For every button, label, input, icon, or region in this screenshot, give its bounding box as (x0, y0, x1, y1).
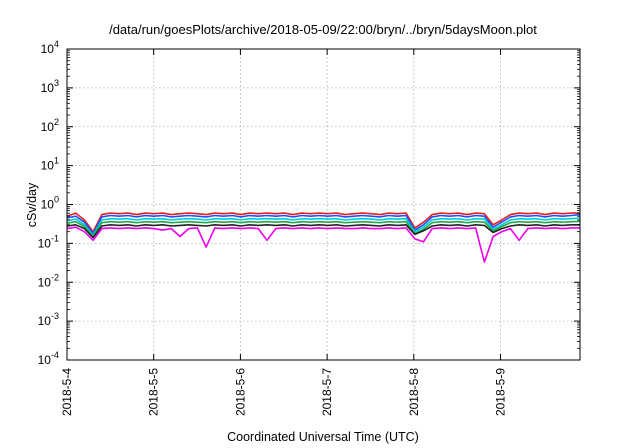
y-tick-label: 10-3 (38, 311, 59, 328)
x-tick-label: 2018-5-7 (320, 368, 334, 416)
series-line (66, 226, 580, 263)
y-tick-label: 10-1 (38, 233, 59, 250)
series-line (66, 217, 581, 237)
series-line (66, 224, 580, 239)
x-tick-label: 2018-5-8 (407, 368, 421, 416)
y-tick-label: 103 (41, 78, 59, 95)
series-line (66, 220, 581, 238)
x-tick-label: 2018-5-5 (147, 368, 161, 416)
y-tick-label: 10-2 (38, 272, 59, 289)
y-tick-label: 104 (41, 39, 59, 56)
y-tick-label: 101 (41, 156, 59, 173)
ticks (66, 48, 580, 361)
x-tick-label: 2018-5-6 (233, 368, 247, 416)
grid (67, 49, 580, 360)
x-axis-label: Coordinated Universal Time (UTC) (227, 430, 419, 444)
series-line (66, 213, 581, 235)
x-tick-label: 2018-5-4 (60, 368, 74, 416)
y-tick-label: 10-4 (38, 350, 59, 367)
x-tick-labels: 2018-5-4 2018-5-5 2018-5-6 2018-5-7 2018-5-8… (60, 368, 508, 416)
y-tick-label: 100 (41, 195, 59, 212)
y-axis-label: cSv/day (25, 182, 39, 227)
chart-title: /data/run/goesPlots/archive/2018-05-09/2… (109, 22, 537, 37)
series-layer (66, 212, 581, 263)
series-line (66, 212, 580, 233)
y-tick-labels: 10-4 10-3 10-2 10-1 100 101 102 103 104 (38, 39, 59, 367)
x-tick-label: 2018-5-9 (494, 368, 508, 416)
y-tick-label: 102 (41, 117, 59, 134)
